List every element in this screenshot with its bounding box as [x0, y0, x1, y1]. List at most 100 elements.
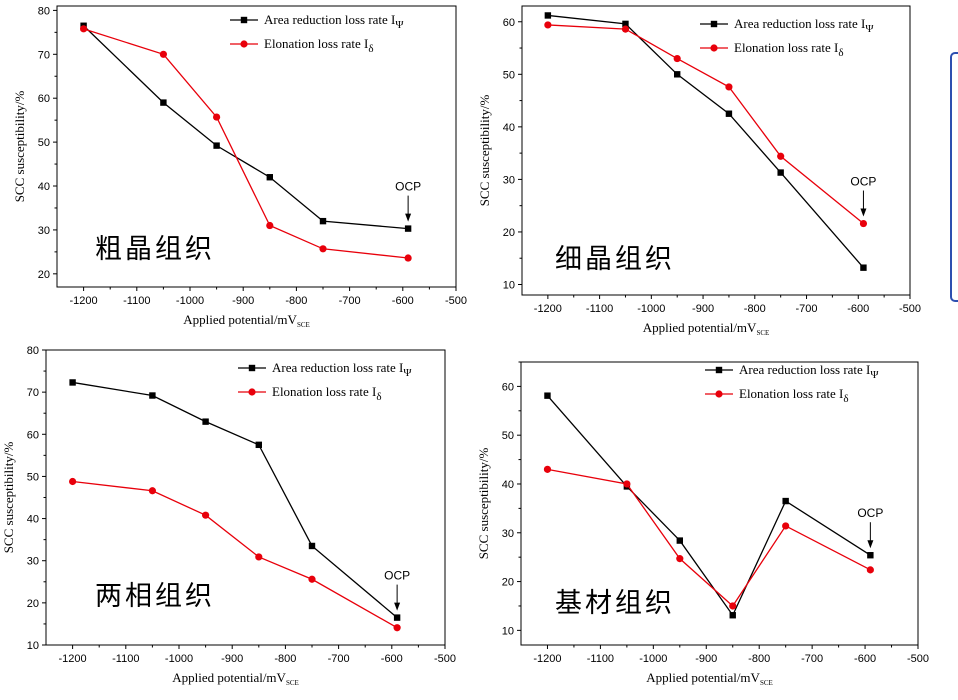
legend-label: Elonation loss rate Iδ — [734, 40, 844, 59]
x-axis-label: Applied potential/mVSCE — [646, 670, 773, 687]
y-tick-label: 40 — [502, 479, 514, 491]
y-tick-label: 30 — [502, 528, 514, 540]
x-axis-label-main: Applied potential/mV — [643, 320, 757, 335]
y-tick-label: 50 — [27, 471, 39, 483]
x-tick-label: -800 — [744, 303, 766, 315]
data-point — [543, 465, 552, 473]
legend-label-sub: δ — [368, 43, 373, 55]
x-tick-label: -900 — [221, 653, 243, 665]
x-tick-label: -1000 — [165, 653, 193, 665]
data-point — [404, 225, 412, 232]
legend-marker — [710, 20, 718, 28]
x-tick-label: -1100 — [586, 303, 613, 315]
x-tick-label: -600 — [381, 653, 403, 665]
data-point — [255, 441, 262, 449]
legend-label-sub: δ — [838, 47, 843, 59]
data-point — [622, 20, 629, 28]
legend-label: Area reduction loss rate IΨ — [734, 16, 874, 35]
chart-panel-1: -1200 -1100 -1000 -900 -800 -700 -600 -500 20 30 4… — [12, 5, 467, 329]
y-tick-label: 70 — [38, 49, 50, 61]
x-tick-label: -800 — [748, 653, 770, 665]
x-tick-label: -900 — [232, 295, 254, 307]
series-line-2 — [547, 24, 864, 225]
data-point — [676, 555, 684, 563]
data-point — [867, 552, 874, 559]
legend-label-sub: δ — [376, 391, 381, 403]
x-axis-label-sub: SCE — [756, 329, 769, 337]
x-axis-label: Applied potential/mVSCE — [643, 320, 770, 337]
legend-label-main: Elonation loss rate I — [264, 36, 368, 51]
y-tick-label: 60 — [503, 17, 515, 29]
plot-frame — [521, 5, 911, 296]
x-tick-label: -1200 — [533, 653, 561, 665]
x-axis-label-main: Applied potential/mV — [646, 670, 760, 685]
data-point — [676, 537, 683, 544]
ocp-arrow-head — [394, 602, 401, 611]
legend-marker — [240, 40, 248, 48]
data-point — [782, 522, 790, 530]
y-axis-label: SCC susceptibility/% — [476, 448, 491, 560]
panel-title: 粗晶组织 — [95, 234, 215, 265]
x-tick-label: -1200 — [70, 295, 98, 307]
legend-label: Area reduction loss rate IΨ — [264, 12, 404, 31]
legend-marker — [710, 44, 718, 52]
legend-label: Elonation loss rate Iδ — [272, 384, 382, 403]
x-axis-label-sub: SCE — [760, 679, 773, 687]
x-axis-label: Applied potential/mVSCE — [172, 670, 299, 687]
legend-label-main: Elonation loss rate I — [272, 384, 376, 399]
x-axis-label-main: Applied potential/mV — [172, 670, 286, 685]
data-point — [308, 575, 316, 583]
y-tick-label: 40 — [27, 514, 39, 526]
data-point — [266, 221, 274, 230]
data-point — [160, 99, 167, 106]
x-tick-label: -700 — [796, 303, 818, 315]
x-tick-label: -1100 — [112, 653, 139, 665]
x-tick-label: -1100 — [123, 295, 150, 307]
data-point — [308, 542, 316, 550]
data-point — [202, 418, 209, 425]
data-point — [149, 392, 156, 399]
data-point — [725, 83, 733, 91]
y-tick-label: 40 — [503, 122, 515, 134]
x-tick-label: -900 — [695, 653, 717, 665]
series-line-1 — [72, 381, 398, 619]
data-point — [319, 217, 327, 225]
data-point — [159, 50, 167, 58]
y-tick-label: 20 — [502, 577, 514, 589]
data-point — [729, 612, 736, 619]
x-axis-label-main: Applied potential/mV — [183, 312, 297, 327]
data-point — [319, 245, 327, 253]
y-tick-label: 30 — [38, 225, 50, 237]
legend-marker — [248, 364, 256, 372]
plot-frame — [56, 5, 457, 288]
series-line-1 — [546, 395, 871, 617]
x-tick-label: -700 — [801, 653, 823, 665]
y-axis-label: SCC susceptibility/% — [477, 95, 492, 207]
ocp-annotation: OCP — [857, 506, 883, 520]
data-point — [393, 614, 401, 621]
y-tick-label: 20 — [27, 598, 39, 610]
series-line-2 — [72, 480, 398, 629]
x-tick-label: -700 — [328, 653, 350, 665]
y-tick-label: 30 — [27, 556, 39, 568]
x-tick-label: -1200 — [59, 653, 87, 665]
legend-marker — [248, 388, 256, 396]
y-tick-label: 30 — [503, 174, 515, 186]
data-point — [80, 25, 88, 33]
data-point — [782, 497, 789, 505]
y-tick-label: 10 — [502, 625, 514, 637]
data-point — [621, 25, 630, 33]
x-tick-label: -600 — [847, 303, 869, 315]
ocp-annotation: OCP — [384, 569, 410, 583]
legend-marker — [240, 16, 248, 24]
y-tick-label: 80 — [27, 345, 39, 357]
x-tick-label: -1200 — [534, 303, 562, 315]
x-tick-label: -800 — [274, 653, 296, 665]
x-tick-label: -500 — [434, 653, 456, 665]
data-point — [725, 110, 733, 117]
data-point — [213, 113, 221, 121]
series-line-1 — [83, 25, 409, 230]
legend-label-main: Area reduction loss rate I — [264, 12, 395, 27]
ocp-arrow-head — [860, 208, 867, 217]
data-point — [777, 169, 784, 176]
